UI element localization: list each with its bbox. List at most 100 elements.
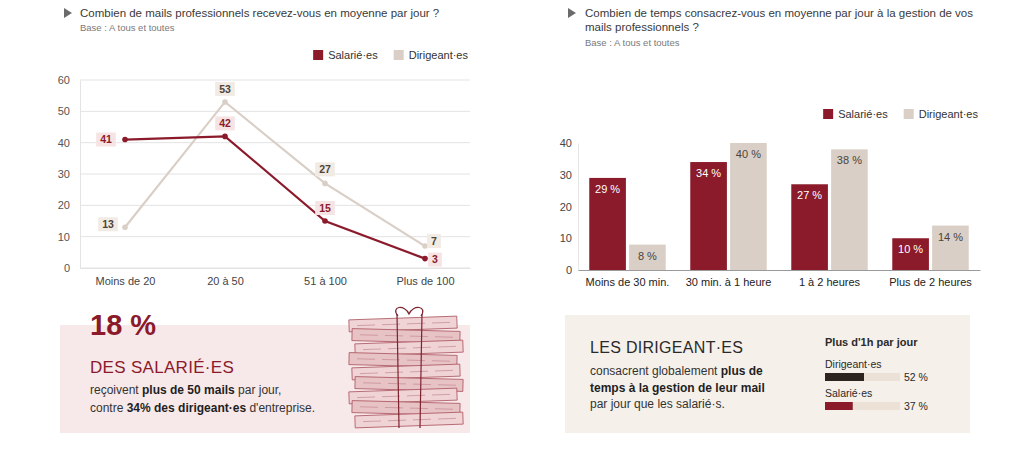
legend-swatch: [823, 109, 833, 119]
data-label: 40 %: [736, 148, 761, 160]
paper-text-line: [382, 396, 400, 398]
callout-text: consacrent globalement: [590, 364, 721, 378]
series-marker: [122, 224, 128, 230]
paper-text-line: [360, 406, 378, 407]
data-label-box: 7: [427, 234, 441, 248]
callout-headline: 18 %: [90, 309, 156, 342]
series-marker: [422, 243, 428, 249]
callout-line: contre 34% des dirigeant·es d'entreprise…: [90, 401, 315, 415]
y-tick: 0: [64, 262, 80, 274]
legend-swatch: [313, 50, 323, 60]
data-label: 27: [319, 163, 331, 175]
x-tick-label: 51 à 100: [304, 275, 347, 287]
data-label-box: 53: [215, 82, 235, 96]
paper-string-knot: [396, 307, 423, 316]
x-tick-label: 1 à 2 heures: [799, 276, 861, 288]
title-marker: [64, 8, 72, 18]
x-tick-label: 30 min. à 1 heure: [686, 276, 772, 288]
legend-label: Salarié·es: [328, 49, 378, 61]
callout-text-bold: temps à la gestion de leur mail: [590, 381, 765, 395]
grid: [80, 80, 470, 268]
callout-title: DES SALARIÉ·ES: [90, 358, 234, 378]
y-tick-label: 0: [64, 262, 70, 274]
paper-text-line: [435, 370, 453, 372]
bar: [932, 226, 969, 270]
data-label: 14 %: [938, 231, 963, 243]
paper-text-line: [432, 360, 450, 361]
bar: [825, 402, 853, 410]
x-tick: Moins de 30 min.: [586, 270, 670, 288]
plot-marks: [122, 99, 428, 261]
bar: [629, 245, 666, 270]
paper-text-line: [385, 372, 403, 374]
data-label-box: 15: [315, 201, 335, 215]
y-tick-label: 10: [560, 232, 572, 244]
x-tick: 20 à 50: [207, 268, 244, 287]
bar: [831, 149, 868, 270]
paper-text-line: [410, 371, 428, 373]
paper-string: [397, 314, 399, 428]
callout-text: reçoivent: [90, 383, 142, 397]
y-tick-label: 60: [58, 74, 70, 86]
x-tick-label: Moins de 30 min.: [586, 276, 670, 288]
bar: [690, 162, 727, 270]
y-tick: 10: [58, 231, 80, 243]
callout-line: consacrent globalement plus de: [590, 364, 763, 378]
x-tick: 51 à 100: [304, 268, 347, 287]
x-tick-label: Plus de 2 heures: [889, 276, 972, 288]
y-tick-label: 30: [58, 168, 70, 180]
y-tick: 30: [560, 169, 578, 181]
data-label: 42: [219, 117, 231, 129]
y-axis-line: [80, 81, 81, 269]
callout-text: par jour,: [235, 383, 282, 397]
data-label-box: 27: [315, 162, 335, 176]
data-label-box: 3: [428, 253, 442, 267]
y-tick: 60: [58, 74, 80, 86]
paper-text-line: [363, 382, 381, 383]
y-tick-label: 40: [58, 137, 70, 149]
paper-text-line: [432, 394, 450, 396]
data-label-bg: [427, 234, 441, 248]
data-label: 13: [102, 218, 114, 230]
paper-text-line: [438, 418, 456, 420]
data-label: 37 %: [904, 400, 928, 412]
y-tick: 20: [560, 201, 578, 213]
data-label: 41: [100, 133, 112, 145]
data-labels: 29 %34 %27 %10 %8 %40 %38 %14 %: [595, 148, 963, 262]
paper-text-line: [385, 407, 403, 408]
legend-item: Salarié·es: [313, 49, 378, 61]
grid-line: [80, 205, 470, 206]
paper-stack-illustration: [349, 307, 463, 428]
paper-text-line: [407, 395, 425, 397]
data-label-bg: [315, 162, 335, 176]
bar-track: [825, 402, 900, 410]
paper-text-line: [388, 383, 406, 384]
x-tick: Moins de 20: [96, 268, 156, 287]
data-label: 27 %: [797, 189, 822, 201]
title-marker: [568, 8, 576, 18]
data-label-bg: [98, 217, 118, 231]
x-tick: 30 min. à 1 heure: [686, 270, 772, 288]
legend: Salarié·esDirigeant·es: [823, 108, 978, 120]
callout-text-bold: 34% des dirigeant·es: [127, 401, 246, 415]
paper-text-line: [407, 360, 425, 361]
legend: Salarié·esDirigeant·es: [313, 49, 468, 61]
x-axis-line: [81, 268, 471, 269]
data-label: 53: [219, 83, 231, 95]
data-label-box: 42: [215, 116, 235, 130]
paper-text-line: [363, 348, 381, 350]
callout-text: par jour que les salarié·s.: [590, 397, 725, 411]
paper-text-line: [435, 336, 453, 337]
paper-text-line: [357, 396, 375, 398]
data-label: 34 %: [696, 167, 721, 179]
callout-text: d'entreprise.: [246, 401, 315, 415]
y-tick-label: 10: [58, 231, 70, 243]
grid-line: [80, 80, 470, 81]
y-axis-line: [578, 144, 579, 271]
series-marker: [222, 134, 228, 140]
paper-text-line: [357, 324, 375, 326]
chart-subtitle: Base : A tous et toutes: [585, 37, 680, 48]
callout-text-bold: plus de 50 mails: [142, 383, 235, 397]
y-axis: 010203040: [560, 137, 579, 276]
data-label: 7: [431, 235, 437, 247]
